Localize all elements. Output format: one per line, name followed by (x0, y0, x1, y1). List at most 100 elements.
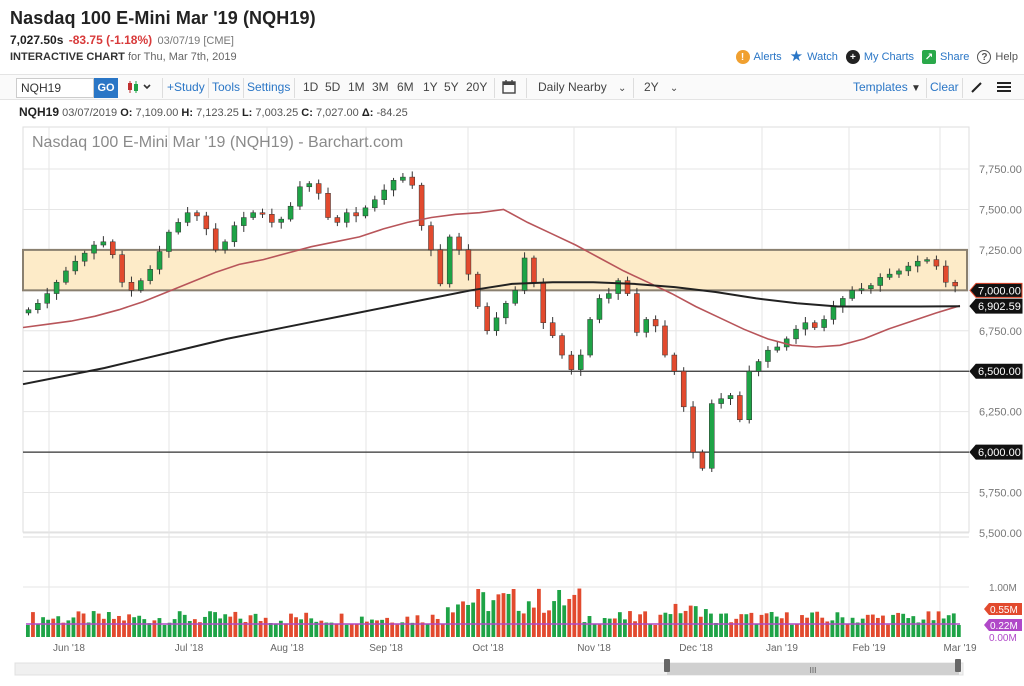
watch-link[interactable]: ★ Watch (790, 49, 838, 64)
range-dropdown[interactable]: 2Y ⌄ (644, 80, 678, 94)
volume-bar (881, 615, 885, 637)
period-3m[interactable]: 3M (372, 80, 389, 94)
chevron-down-icon: ⌄ (669, 83, 679, 94)
period-6m[interactable]: 6M (397, 80, 414, 94)
interval-dropdown[interactable]: Daily Nearby ⌄ (538, 80, 626, 94)
candle-down (325, 193, 331, 218)
volume-bar (779, 618, 784, 637)
candle-up (241, 217, 247, 226)
candle-down (952, 281, 958, 287)
volume-bar (415, 615, 420, 637)
candle-down (484, 306, 490, 332)
alerts-link[interactable]: ! Alerts (735, 50, 782, 64)
my-charts-link[interactable]: + My Charts (845, 50, 914, 64)
volume-bar (951, 613, 956, 637)
candle-up (755, 361, 762, 372)
volume-bar (228, 616, 233, 637)
quote-line: 7,027.50s -83.75 (-1.18%) 03/07/19 [CME] (10, 33, 234, 47)
period-1m[interactable]: 1M (348, 80, 365, 94)
clear-button[interactable]: Clear (930, 80, 959, 94)
alerts-label: Alerts (753, 51, 782, 63)
scrollbar-handle[interactable] (955, 659, 961, 672)
volume-bar (855, 622, 860, 637)
volume-bar (71, 617, 76, 637)
tools-button[interactable]: Tools (212, 80, 241, 94)
chart-type-label: INTERACTIVE CHART (10, 51, 125, 63)
volume-bar (152, 620, 157, 637)
close-value: 7,027.00 (315, 107, 359, 119)
share-link[interactable]: ↗ Share (922, 50, 969, 64)
volume-bar (911, 616, 916, 637)
volume-bar (162, 624, 167, 637)
volume-bar (612, 618, 617, 637)
study-button[interactable]: +Study (167, 80, 205, 94)
volume-bar (112, 618, 116, 637)
volume-bar (714, 622, 718, 637)
period-1y[interactable]: 1Y (423, 80, 438, 94)
candle-up (793, 328, 799, 340)
candle-down (269, 214, 275, 223)
share-label: Share (940, 51, 970, 63)
volume-bar (526, 601, 531, 637)
help-link[interactable]: ? Help (977, 50, 1018, 64)
volume-bar (127, 614, 131, 637)
volume-bar (364, 621, 369, 637)
volume-bar (875, 617, 880, 637)
volume-bar (734, 618, 739, 637)
templates-label: Templates (853, 80, 908, 94)
go-button[interactable]: GO (94, 78, 118, 98)
volume-bar (805, 617, 809, 637)
volume-bar (567, 598, 572, 637)
scrollbar-thumb[interactable] (667, 663, 959, 675)
candle-down (531, 257, 537, 283)
candle-down (212, 228, 219, 251)
volume-bar (314, 621, 319, 637)
period-1d[interactable]: 1D (303, 80, 319, 94)
candle-down (933, 259, 940, 267)
volume-bar (319, 620, 324, 637)
menu-button[interactable] (996, 80, 1012, 97)
price-chart[interactable]: 7,750.00 7,500.00 7,250.00 7,000.00 6,750.00… (0, 125, 1024, 686)
period-5d[interactable]: 5D (325, 80, 341, 94)
alert-icon: ! (735, 50, 750, 64)
volume-bar (218, 618, 223, 637)
symbol-input[interactable] (16, 78, 94, 98)
volume-bar (273, 623, 278, 637)
volume-bar (198, 622, 202, 637)
x-tick-label: Nov '18 (577, 643, 611, 654)
volume-bar (26, 625, 30, 637)
watch-label: Watch (807, 51, 838, 63)
candle-up (250, 212, 256, 218)
settings-button[interactable]: Settings (247, 80, 291, 94)
templates-dropdown[interactable]: Templates ▼ (853, 80, 921, 94)
volume-bar (724, 613, 728, 637)
calendar-button[interactable] (502, 79, 516, 97)
volume-bar (248, 615, 253, 637)
volume-bar (81, 613, 86, 637)
candle-down (568, 354, 575, 370)
scrollbar-handle[interactable] (664, 659, 670, 672)
volume-bar (294, 617, 298, 637)
candle-up (400, 176, 406, 181)
candle-up (231, 225, 238, 243)
volume-bar (420, 622, 425, 637)
volume-bar (481, 592, 486, 637)
period-5y[interactable]: 5Y (444, 80, 459, 94)
scrollbar-grip-icon: III (810, 666, 817, 675)
ma-short-line (22, 208, 961, 348)
candle-down (203, 215, 210, 230)
volume-bar (51, 618, 56, 637)
line-6500-label-text: 6,500.00 (978, 366, 1021, 378)
y-tick-label: 6,750.00 (979, 326, 1022, 338)
volume-bar (253, 613, 258, 637)
volume-bar (299, 619, 304, 637)
candle-up (709, 403, 715, 469)
period-20y[interactable]: 20Y (466, 80, 488, 94)
chart-style-dropdown[interactable] (126, 79, 154, 98)
candle-down (690, 406, 696, 453)
volume-bar (243, 621, 248, 637)
volume-bar (132, 617, 137, 637)
volume-bar (66, 620, 71, 637)
volume-bar (946, 615, 951, 637)
draw-tool-button[interactable] (970, 80, 984, 97)
